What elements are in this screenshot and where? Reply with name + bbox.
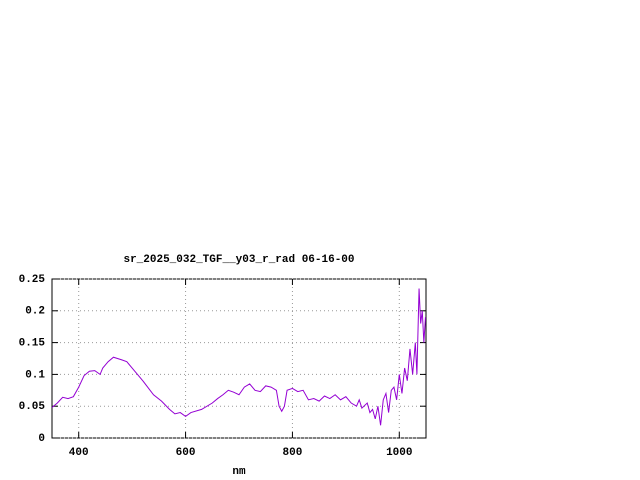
x-tick-label: 400 [69, 447, 89, 459]
x-tick-label: 1000 [386, 447, 412, 459]
x-axis-label: nm [232, 466, 246, 478]
y-tick-label: 0 [38, 433, 45, 445]
chart-title: sr_2025_032_TGF__y03_r_rad 06-16-00 [123, 254, 354, 266]
y-tick-label: 0.25 [19, 274, 46, 286]
x-tick-label: 800 [283, 447, 303, 459]
y-tick-label: 0.15 [19, 338, 46, 350]
y-tick-label: 0.05 [19, 401, 46, 413]
plot-frame [51, 278, 427, 439]
data-line [51, 288, 426, 426]
y-tick-label: 0.1 [25, 369, 45, 381]
x-tick-label: 600 [176, 447, 196, 459]
y-tick-label: 0.2 [25, 306, 45, 318]
